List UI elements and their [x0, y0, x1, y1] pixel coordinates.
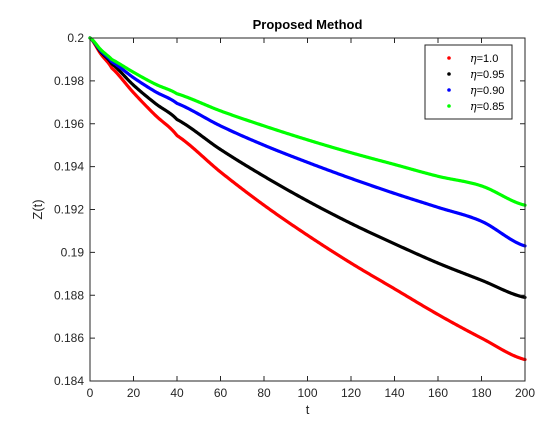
- x-axis-label: t: [306, 402, 310, 417]
- legend-box: [424, 44, 513, 120]
- legend-value: =1.0: [477, 53, 499, 65]
- x-tick-label: 180: [471, 386, 491, 400]
- legend-eta-symbol: η: [470, 52, 477, 65]
- y-tick-label: 0.194: [54, 160, 84, 174]
- y-axis-label: Z(t): [30, 199, 45, 219]
- y-tick-label: 0.2: [67, 31, 84, 45]
- legend-marker: [447, 88, 451, 92]
- y-tick-label: 0.198: [54, 74, 84, 88]
- series-group: [88, 36, 527, 362]
- x-tick-label: 100: [297, 386, 317, 400]
- legend-entry: η=0.95: [470, 68, 504, 81]
- legend-eta-symbol: η: [470, 100, 477, 113]
- x-tick-label: 160: [428, 386, 448, 400]
- series-line-3: [88, 36, 527, 248]
- legend-marker: [447, 72, 451, 76]
- y-tick-label: 0.186: [54, 331, 84, 345]
- x-tick-label: 200: [515, 386, 535, 400]
- y-tick-label: 0.192: [54, 203, 84, 217]
- y-tick-label: 0.19: [61, 245, 85, 259]
- x-tick-label: 140: [384, 386, 404, 400]
- x-tick-label: 80: [257, 386, 271, 400]
- legend-entry: η=1.0: [470, 52, 498, 65]
- x-tick-label: 40: [170, 386, 184, 400]
- legend-eta-symbol: η: [470, 68, 477, 81]
- ticks-group: 0 20 40 60 80 100 120 140 160 180 200 0.184 0.186 0.1…: [54, 31, 535, 400]
- x-tick-label: 20: [127, 386, 141, 400]
- y-tick-label: 0.188: [54, 288, 84, 302]
- x-tick-label: 0: [87, 386, 94, 400]
- series-line-4: [88, 36, 527, 207]
- series-line-2: [88, 36, 527, 299]
- legend-eta-symbol: η: [470, 84, 477, 97]
- legend-value: =0.85: [477, 101, 505, 113]
- legend-entry: η=0.90: [470, 84, 504, 97]
- y-tick-label: 0.196: [54, 117, 84, 131]
- legend-value: =0.95: [477, 69, 505, 81]
- y-tick-label: 0.184: [54, 374, 84, 388]
- series-line-1: [88, 36, 527, 362]
- x-tick-label: 120: [341, 386, 361, 400]
- legend-value: =0.90: [477, 85, 505, 97]
- legend: η=1.0η=0.95η=0.90η=0.85: [424, 44, 513, 120]
- legend-marker: [447, 104, 451, 108]
- x-tick-label: 60: [214, 386, 228, 400]
- chart-title: Proposed Method: [253, 17, 363, 32]
- legend-entry: η=0.85: [470, 100, 504, 113]
- legend-marker: [447, 56, 451, 60]
